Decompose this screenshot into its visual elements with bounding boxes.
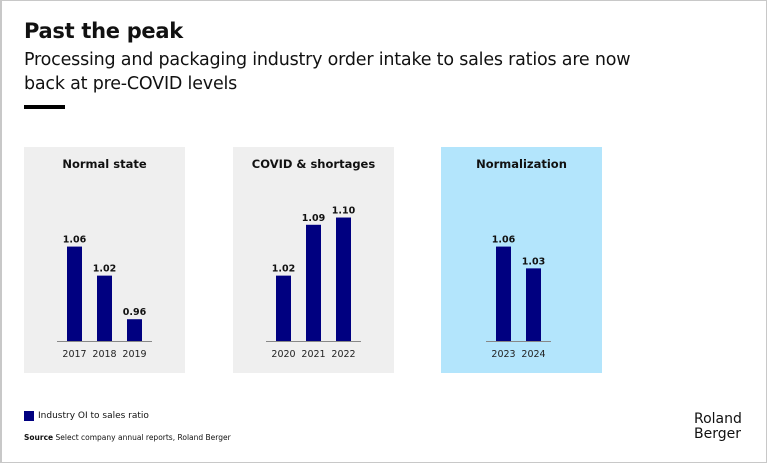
data-label-2024: 1.03 [522,256,545,267]
bar-chart-normal-state: 1.06 2017 1.02 2018 0.96 2019 [57,235,152,360]
data-label-2017: 1.06 [63,235,87,246]
bar-2023 [496,246,511,341]
bar-2017 [67,246,82,341]
source-label: Source [24,433,54,442]
bar-2020 [276,275,291,341]
bar-2024 [526,268,541,341]
page-title: Past the peak [24,19,183,43]
panel-normal-state: Normal state 1.06 2017 1.02 2018 0.96 2019 [24,147,185,373]
legend-label: Industry OI to sales ratio [38,411,149,421]
data-label-2018: 1.02 [93,264,116,275]
x-tick-label-2024: 2024 [521,349,545,360]
bar-chart-covid-shortages: 1.02 2020 1.09 2021 1.10 2022 [266,206,361,360]
legend: Industry OI to sales ratio [24,411,149,421]
bar-chart-normalization: 1.06 2023 1.03 2024 [486,235,551,360]
bar-2019 [127,319,142,341]
x-tick-label-2020: 2020 [271,349,295,360]
x-tick-label-2022: 2022 [331,349,355,360]
x-tick-label-2017: 2017 [62,349,86,360]
bar-2018 [97,275,112,341]
panel-covid-shortages: COVID & shortages 1.02 2020 1.09 2021 1.10 20… [233,147,394,373]
data-label-2021: 1.09 [302,213,325,224]
source-text: Select company annual reports, Roland Be… [53,433,231,442]
panel-title: Normal state [62,157,147,171]
x-tick-label-2019: 2019 [122,349,146,360]
data-label-2019: 0.96 [123,307,147,318]
data-label-2020: 1.02 [272,264,295,275]
panel-normalization: Normalization 1.06 2023 1.03 2024 [441,147,602,373]
legend-swatch [24,411,34,421]
logo-line-2: Berger [694,426,741,442]
data-label-2023: 1.06 [492,235,516,246]
panel-title: COVID & shortages [251,157,376,171]
x-tick-label-2021: 2021 [301,349,325,360]
data-label-2022: 1.10 [332,206,356,217]
source-note: Source Select company annual reports, Ro… [24,433,231,442]
logo-line-1: Roland [694,411,742,427]
bar-2021 [306,224,321,341]
page-subtitle: Processing and packaging industry order … [24,50,631,94]
title-underline [24,105,65,109]
x-tick-label-2018: 2018 [92,349,116,360]
roland-berger-logo: Roland Berger [694,412,742,442]
panel-title: Normalization [476,157,567,171]
bar-2022 [336,217,351,341]
x-tick-label-2023: 2023 [491,349,515,360]
